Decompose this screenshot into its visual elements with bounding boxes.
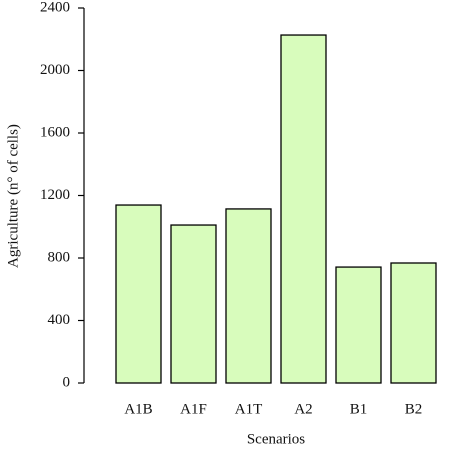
- x-tick-label: A1T: [235, 401, 263, 417]
- y-tick-label: 1200: [40, 187, 70, 203]
- bar: [390, 262, 437, 384]
- x-tick-label: A2: [294, 401, 312, 417]
- x-tick-label: B2: [405, 401, 423, 417]
- y-tick-label: 2000: [40, 62, 70, 78]
- bar: [170, 224, 217, 384]
- x-tick-label: A1F: [180, 401, 207, 417]
- x-tick-label: A1B: [124, 401, 152, 417]
- x-axis-label: Scenarios: [247, 431, 305, 447]
- bar: [115, 204, 162, 384]
- y-tick-label: 0: [63, 374, 71, 390]
- y-tick-label: 1600: [40, 124, 70, 140]
- y-tick-label: 2400: [40, 0, 70, 15]
- y-axis-label: Agriculture (n° of cells): [5, 124, 21, 268]
- y-tick-label: 800: [48, 249, 71, 265]
- bar: [335, 266, 382, 384]
- bar: [225, 208, 272, 384]
- x-tick-label: B1: [350, 401, 368, 417]
- bar: [280, 34, 327, 384]
- y-tick-label: 400: [48, 312, 71, 328]
